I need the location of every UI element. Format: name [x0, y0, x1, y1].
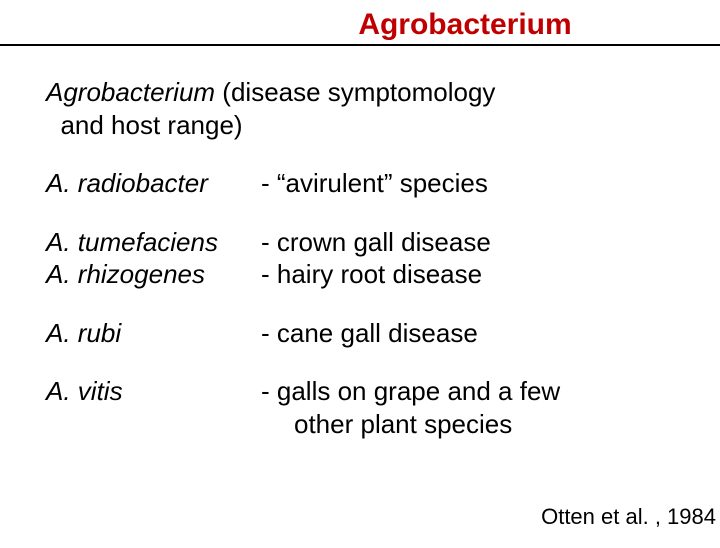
species-name: A. vitis: [46, 375, 261, 408]
species-desc: - crown gall disease: [261, 226, 674, 259]
page-title: Agrobacterium: [40, 8, 680, 42]
species-row: A. tumefaciens - crown gall disease: [46, 226, 674, 259]
intro-paragraph: Agrobacterium (disease symptomology and …: [46, 76, 674, 141]
intro-genus: Agrobacterium: [46, 77, 215, 107]
species-row: A. vitis - galls on grape and a few: [46, 375, 674, 408]
species-row: A. rubi - cane gall disease: [46, 317, 674, 350]
species-block-3: A. rubi - cane gall disease: [46, 317, 674, 350]
title-bar: Agrobacterium: [0, 8, 720, 46]
species-desc: - cane gall disease: [261, 317, 674, 350]
species-name: A. rubi: [46, 317, 261, 350]
species-row: A. rhizogenes - hairy root disease: [46, 258, 674, 291]
species-row-cont: other plant species: [46, 408, 674, 441]
species-desc: - galls on grape and a few: [261, 375, 674, 408]
species-name-empty: [46, 408, 261, 441]
species-desc: - “avirulent” species: [261, 167, 674, 200]
species-block-2: A. tumefaciens - crown gall disease A. r…: [46, 226, 674, 291]
species-name: A. tumefaciens: [46, 226, 261, 259]
citation: Otten et al. , 1984: [541, 504, 716, 530]
content-body: Agrobacterium (disease symptomology and …: [0, 46, 720, 440]
intro-line1: (disease symptomology: [215, 77, 495, 107]
species-block-4: A. vitis - galls on grape and a few othe…: [46, 375, 674, 440]
species-desc-cont: other plant species: [261, 408, 674, 441]
species-name: A. rhizogenes: [46, 258, 261, 291]
species-desc: - hairy root disease: [261, 258, 674, 291]
intro-line2: and host range): [60, 110, 242, 140]
species-name: A. radiobacter: [46, 167, 261, 200]
species-block-1: A. radiobacter - “avirulent” species: [46, 167, 674, 200]
species-row: A. radiobacter - “avirulent” species: [46, 167, 674, 200]
